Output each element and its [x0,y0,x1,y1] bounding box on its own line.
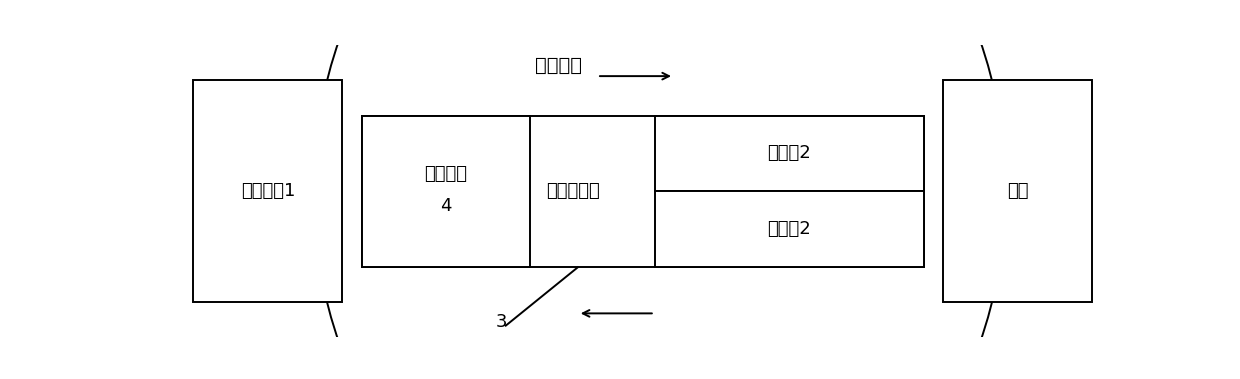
FancyBboxPatch shape [655,191,924,267]
FancyBboxPatch shape [193,80,342,302]
Text: 电极牴2: 电极牴2 [768,144,811,163]
Text: 3: 3 [495,313,507,332]
Text: 设备主体1: 设备主体1 [241,182,295,200]
FancyBboxPatch shape [942,80,1092,302]
Text: 刺激电信号: 刺激电信号 [546,182,600,200]
Text: 人体: 人体 [1007,182,1028,200]
Text: 监测模块: 监测模块 [424,165,467,183]
FancyBboxPatch shape [362,116,924,267]
Text: 4: 4 [440,197,451,215]
Text: 电极牴2: 电极牴2 [768,220,811,238]
FancyBboxPatch shape [655,116,924,191]
FancyBboxPatch shape [362,116,529,267]
Text: 负载回路: 负载回路 [536,56,582,75]
